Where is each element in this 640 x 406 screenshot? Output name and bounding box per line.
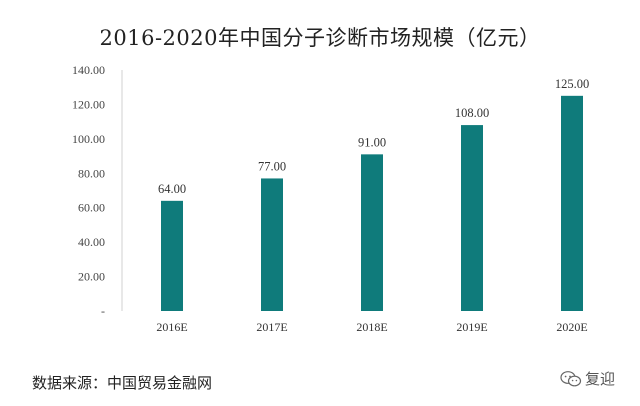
y-tick-label: 40.00 <box>78 235 105 249</box>
data-label: 64.00 <box>158 182 186 196</box>
y-tick-label: 60.00 <box>78 201 105 215</box>
bar-2020E <box>561 95 583 311</box>
source-note: 数据来源：中国贸易金融网 <box>32 374 213 392</box>
bar-2016E <box>161 200 183 311</box>
data-label: 77.00 <box>258 159 286 173</box>
data-labels: 64.00 77.00 91.00 108.00 125.00 <box>158 77 589 196</box>
data-label: 108.00 <box>455 106 489 120</box>
bar-2018E <box>361 154 383 311</box>
wechat-icon <box>560 370 582 386</box>
bar-2019E <box>461 125 483 311</box>
y-tick-label: 140.00 <box>72 63 105 77</box>
x-axis-ticks: 2016E 2017E 2018E 2019E 2020E <box>156 320 587 334</box>
data-label: 125.00 <box>555 77 589 91</box>
y-tick-label: 100.00 <box>72 132 105 146</box>
x-tick-label: 2020E <box>556 320 587 334</box>
y-axis-ticks: - 20.00 40.00 60.00 80.00 100.00 120.00 140.00 <box>72 63 105 318</box>
y-tick-label: 120.00 <box>72 97 105 111</box>
y-tick-label: 20.00 <box>78 270 105 284</box>
y-tick-label: - <box>101 304 105 318</box>
x-tick-label: 2016E <box>156 320 187 334</box>
x-tick-label: 2019E <box>456 320 487 334</box>
data-label: 91.00 <box>358 135 386 149</box>
bar-2017E <box>261 178 283 311</box>
x-tick-label: 2017E <box>256 320 287 334</box>
watermark-text: 复迎 <box>585 370 616 388</box>
y-tick-label: 80.00 <box>78 166 105 180</box>
chart-title: 2016-2020年中国分子诊断市场规模（亿元） <box>99 26 541 50</box>
x-tick-label: 2018E <box>356 320 387 334</box>
bars <box>161 95 583 311</box>
watermark: 复迎 <box>560 368 615 389</box>
